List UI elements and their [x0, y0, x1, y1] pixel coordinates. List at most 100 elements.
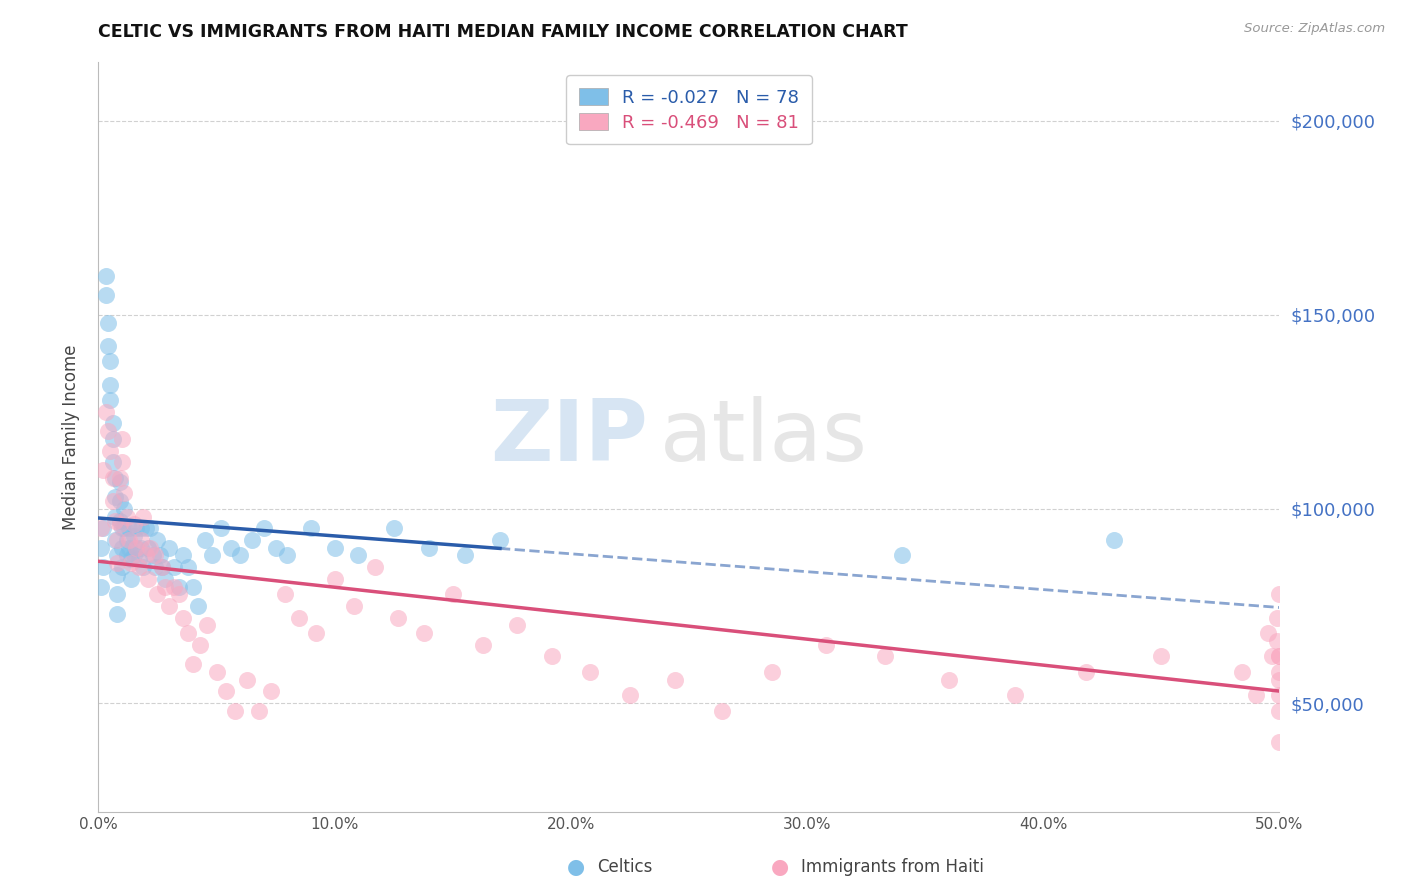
Point — [142, 549, 165, 563]
Point — [108, 494, 131, 508]
Point — [167, 580, 190, 594]
Point — [150, 560, 173, 574]
Point — [139, 541, 162, 555]
Point — [382, 521, 405, 535]
Point — [112, 486, 135, 500]
Point — [104, 514, 127, 528]
Point — [101, 471, 124, 485]
Point — [453, 549, 475, 563]
Point — [97, 424, 120, 438]
Point — [149, 549, 172, 563]
Point — [387, 610, 409, 624]
Point — [136, 572, 159, 586]
Point — [111, 455, 134, 469]
Text: Celtics: Celtics — [598, 858, 652, 876]
Point — [288, 610, 311, 624]
Point — [264, 541, 287, 555]
Point — [129, 541, 152, 555]
Point — [143, 549, 166, 563]
Point — [118, 541, 141, 555]
Point — [111, 521, 134, 535]
Point — [711, 704, 734, 718]
Point — [94, 288, 117, 302]
Point — [305, 626, 328, 640]
Point — [441, 587, 464, 601]
Point — [253, 521, 276, 535]
Point — [1268, 649, 1291, 664]
Point — [115, 549, 138, 563]
Point — [224, 704, 246, 718]
Point — [347, 549, 370, 563]
Point — [111, 560, 134, 574]
Point — [91, 560, 114, 574]
Point — [136, 541, 159, 555]
Point — [201, 549, 224, 563]
Point — [578, 665, 600, 679]
Point — [105, 533, 128, 547]
Point — [105, 607, 128, 621]
Point — [219, 541, 242, 555]
Point — [129, 533, 152, 547]
Point — [128, 560, 150, 574]
Point — [181, 657, 204, 672]
Point — [105, 556, 128, 570]
Point — [1268, 587, 1291, 601]
Text: ZIP: ZIP — [489, 395, 648, 479]
Point — [91, 463, 114, 477]
Point — [111, 432, 134, 446]
Point — [97, 316, 120, 330]
Point — [115, 509, 138, 524]
Point — [172, 549, 194, 563]
Point — [122, 549, 145, 563]
Point — [664, 673, 686, 687]
Point — [101, 417, 124, 431]
Text: Immigrants from Haiti: Immigrants from Haiti — [801, 858, 984, 876]
Point — [181, 580, 204, 594]
Y-axis label: Median Family Income: Median Family Income — [62, 344, 80, 530]
Point — [177, 560, 200, 574]
Point — [188, 638, 211, 652]
Point — [94, 405, 117, 419]
Point — [121, 572, 143, 586]
Point — [1268, 735, 1291, 749]
Point — [157, 541, 180, 555]
Point — [194, 533, 217, 547]
Point — [150, 560, 173, 574]
Point — [195, 618, 218, 632]
Point — [1265, 610, 1288, 624]
Text: atlas: atlas — [659, 395, 868, 479]
Text: ●: ● — [568, 857, 585, 877]
Point — [505, 618, 527, 632]
Point — [153, 572, 176, 586]
Point — [108, 514, 131, 528]
Point — [108, 517, 131, 532]
Point — [1261, 649, 1284, 664]
Point — [1265, 633, 1288, 648]
Point — [90, 541, 112, 555]
Point — [938, 673, 960, 687]
Point — [118, 521, 141, 535]
Point — [139, 521, 162, 535]
Point — [104, 490, 127, 504]
Point — [323, 541, 346, 555]
Point — [125, 521, 148, 535]
Point — [163, 580, 186, 594]
Point — [229, 549, 252, 563]
Point — [121, 556, 143, 570]
Point — [128, 552, 150, 566]
Point — [146, 587, 169, 601]
Point — [98, 377, 121, 392]
Point — [761, 665, 783, 679]
Point — [1230, 665, 1253, 679]
Point — [1268, 673, 1291, 687]
Point — [418, 541, 440, 555]
Point — [132, 509, 155, 524]
Point — [1257, 626, 1279, 640]
Point — [104, 533, 127, 547]
Point — [101, 455, 124, 469]
Point — [1268, 704, 1291, 718]
Point — [167, 587, 190, 601]
Point — [125, 541, 148, 555]
Point — [1244, 688, 1267, 702]
Point — [215, 684, 238, 698]
